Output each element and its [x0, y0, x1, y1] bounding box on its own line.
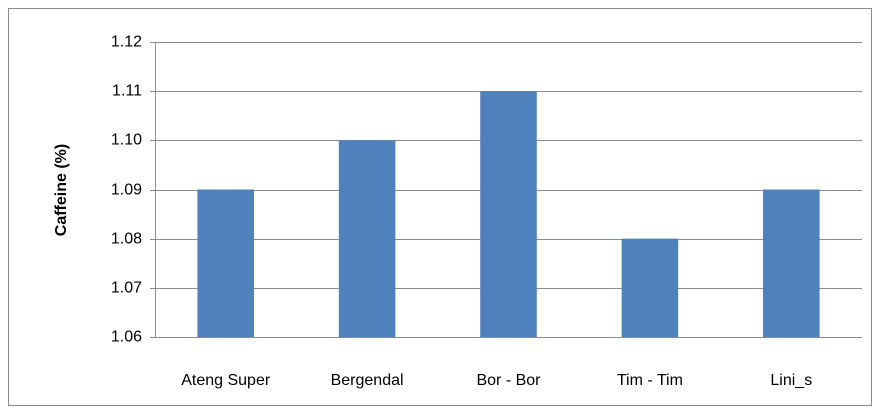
y-tick-label: 1.10 [111, 132, 142, 149]
x-tick-label: Bor - Bor [476, 372, 541, 389]
y-tick-label: 1.09 [111, 182, 142, 199]
x-tick-label: Ateng Super [181, 372, 271, 389]
y-tick-label: 1.06 [111, 329, 142, 346]
y-axis-label: Caffeine (%) [53, 144, 70, 236]
bar [197, 189, 254, 337]
bar [763, 189, 820, 337]
y-tick-label: 1.08 [111, 231, 142, 248]
y-tick-label: 1.11 [112, 83, 142, 100]
bar [621, 238, 679, 337]
bar [338, 140, 396, 337]
y-tick-label: 1.07 [111, 280, 142, 297]
y-tick-label: 1.12 [111, 34, 142, 51]
x-tick-label: Lini_s [770, 372, 812, 389]
x-tick-label: Bergendal [331, 372, 404, 389]
chart-border [8, 8, 872, 406]
bar [480, 91, 537, 338]
x-tick-label: Tim - Tim [617, 372, 683, 389]
